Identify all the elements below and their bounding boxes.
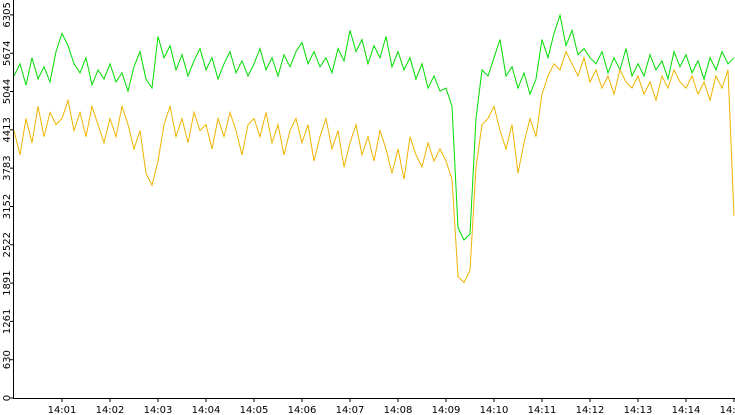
x-tick-label: 14:04 [192, 405, 221, 415]
x-tick-label: 14:15 [720, 405, 735, 415]
y-tick-label: 6305 [2, 2, 13, 27]
y-tick-label: 3783 [2, 155, 13, 180]
x-tick-label: 14:06 [288, 405, 317, 415]
y-tick-label: 1261 [2, 309, 13, 334]
x-tick-label: 14:14 [672, 405, 701, 415]
series-line [13, 13, 735, 241]
x-tick-label: 14:10 [480, 405, 509, 415]
x-tick-label: 14:02 [96, 405, 125, 415]
y-tick-label: 3152 [2, 194, 13, 219]
x-tick-label: 14:01 [48, 405, 77, 415]
y-tick-label: 1891 [2, 270, 13, 295]
y-tick-label: 2522 [2, 232, 13, 257]
x-tick-label: 14:07 [336, 405, 365, 415]
x-tick-label: 14:08 [384, 405, 413, 415]
x-tick-label: 14:11 [528, 405, 557, 415]
series-line [13, 50, 735, 284]
x-tick-label: 14:13 [624, 405, 653, 415]
x-tick-label: 14:12 [576, 405, 605, 415]
x-tick-label: 14:03 [144, 405, 173, 415]
y-tick-label: 5674 [2, 41, 13, 66]
y-tick-label: 5044 [2, 79, 13, 104]
x-tick-label: 14:09 [432, 405, 461, 415]
y-tick-label: 630 [2, 350, 13, 369]
x-tick-label: 14:05 [240, 405, 269, 415]
y-tick-label: 4413 [2, 117, 13, 142]
y-tick-label: 0 [2, 395, 13, 401]
